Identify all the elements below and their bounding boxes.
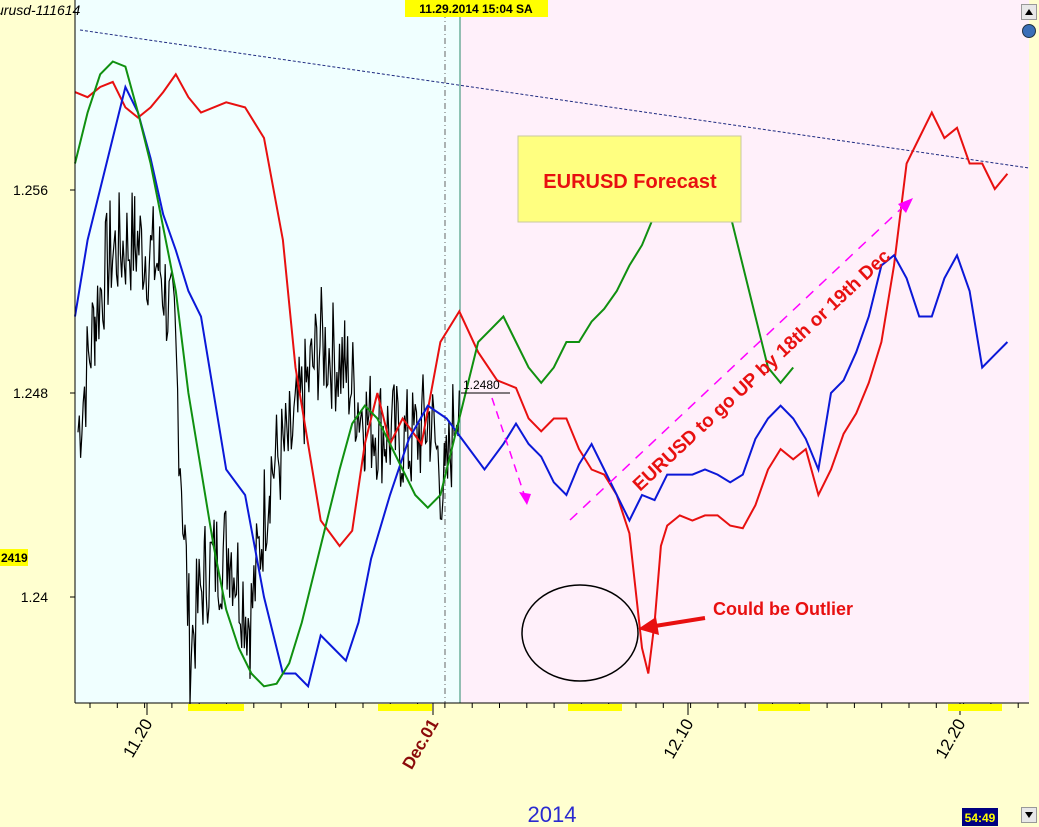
axis-highlight	[758, 704, 810, 711]
year-label: 2014	[528, 802, 577, 827]
x-tick-label: 12.10	[660, 716, 698, 762]
x-tick-label: 12.20	[932, 716, 970, 762]
price-series	[77, 192, 460, 705]
x-tick-label: Dec.01	[399, 716, 443, 773]
history-background	[75, 0, 460, 703]
clock-box	[962, 808, 998, 826]
y-tick-label: 1.24	[21, 589, 48, 605]
symbol-label: urusd-111614	[0, 2, 81, 18]
scroll-up-button[interactable]	[1021, 4, 1037, 20]
blue-forecast-series	[74, 84, 1009, 689]
outlier-annotation: Could be Outlier	[713, 599, 853, 619]
outlier-arrow-head	[638, 617, 659, 635]
level-label: 1.2480	[463, 378, 500, 392]
scroll-down-button[interactable]	[1021, 807, 1037, 823]
cursor-label: 11.29.2014 15:04 SA	[419, 2, 533, 16]
axis-highlight	[378, 704, 432, 711]
arrow-to-low	[491, 397, 526, 498]
red-forecast-series	[74, 72, 1009, 674]
arrow-up	[569, 204, 906, 521]
forecast-background	[460, 0, 1029, 703]
outlier-arrow	[654, 616, 706, 628]
globe-icon[interactable]	[1022, 24, 1036, 38]
title-box	[517, 135, 742, 223]
x-tick-label: 11.20	[119, 716, 156, 761]
axis-highlight	[188, 704, 244, 711]
clock-label: 54:49	[965, 811, 996, 825]
outlier-ellipse	[521, 584, 639, 682]
cursor-label-box	[405, 0, 548, 17]
arrow-up-head	[898, 198, 913, 213]
arrow-to-low-head	[519, 492, 531, 505]
y-tick-label: 1.256	[13, 182, 48, 198]
forecast-title: EURUSD Forecast	[543, 171, 717, 193]
current-price-tag: 2419	[1, 551, 28, 565]
price-tag-box	[0, 549, 28, 566]
axis-highlight	[568, 704, 622, 711]
axis-highlight	[948, 704, 1002, 711]
y-tick-label: 1.248	[13, 385, 48, 401]
